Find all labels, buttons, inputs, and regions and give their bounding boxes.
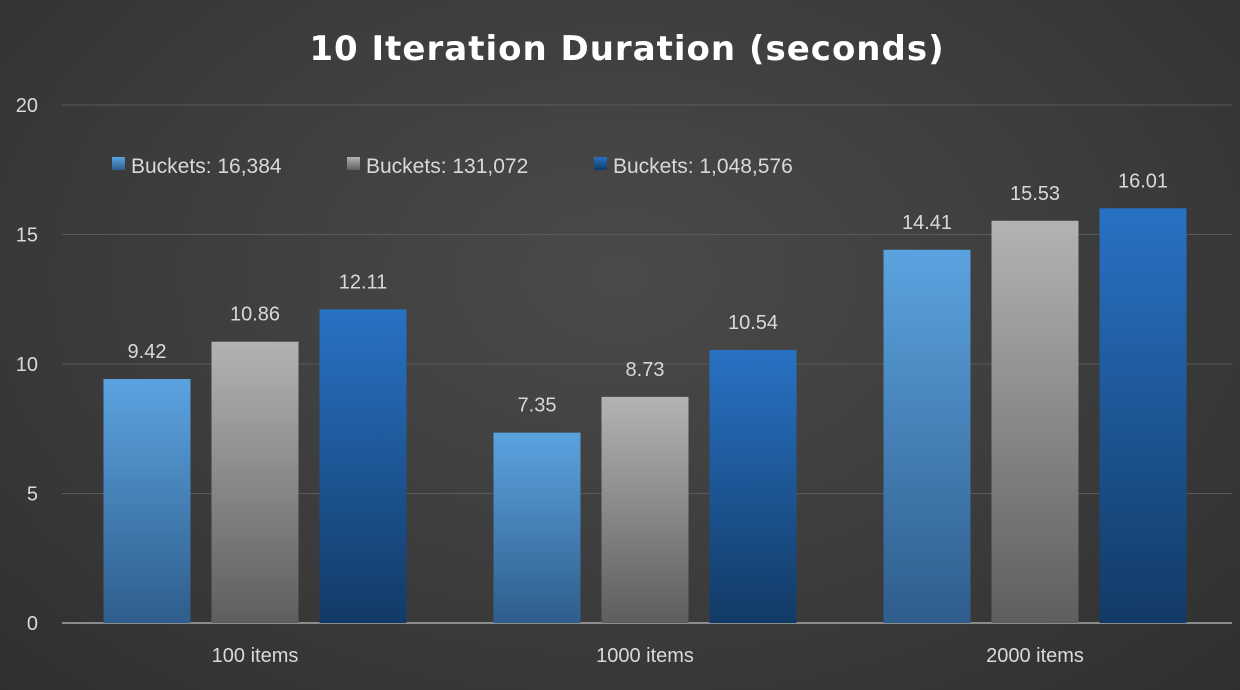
y-tick-label: 5: [27, 484, 38, 506]
data-label: 15.53: [1010, 183, 1060, 205]
legend-swatch: [347, 157, 360, 170]
data-label: 10.54: [728, 312, 778, 334]
bar: [709, 350, 797, 623]
data-label: 16.01: [1118, 170, 1168, 192]
bar: [319, 309, 407, 623]
bars: [103, 208, 1187, 623]
x-axis-categories: 100 items 1000 items 2000 items: [212, 645, 1084, 667]
y-tick-label: 0: [27, 613, 38, 635]
bar: [103, 379, 191, 623]
bar: [1099, 208, 1187, 623]
bar: [493, 432, 581, 623]
y-tick-label: 10: [16, 354, 38, 376]
legend-swatch: [112, 157, 125, 170]
x-category-label: 1000 items: [596, 645, 694, 667]
data-label: 9.42: [128, 341, 167, 363]
bar: [211, 341, 299, 623]
x-category-label: 100 items: [212, 645, 299, 667]
y-tick-label: 15: [16, 225, 38, 247]
legend-swatch: [594, 157, 607, 170]
data-label: 10.86: [230, 304, 280, 326]
y-axis-ticks: 0 5 10 15 20: [16, 95, 38, 635]
data-label: 14.41: [902, 212, 952, 234]
data-label: 7.35: [518, 395, 557, 417]
legend-label: Buckets: 131,072: [366, 155, 528, 178]
bar: [601, 396, 689, 623]
chart-title: 10 Iteration Duration (seconds): [309, 29, 944, 69]
bar: [883, 249, 971, 623]
bar: [991, 220, 1079, 623]
y-tick-label: 20: [16, 95, 38, 117]
data-label: 8.73: [626, 359, 665, 381]
x-category-label: 2000 items: [986, 645, 1084, 667]
data-labels: 9.42 10.86 12.11 7.35 8.73 10.54 14.41 15.53 16.…: [128, 170, 1169, 416]
data-label: 12.11: [339, 271, 388, 293]
legend-label: Buckets: 1,048,576: [613, 155, 793, 178]
legend-label: Buckets: 16,384: [131, 155, 282, 178]
legend: Buckets: 16,384 Buckets: 131,072 Buckets: …: [112, 155, 793, 178]
